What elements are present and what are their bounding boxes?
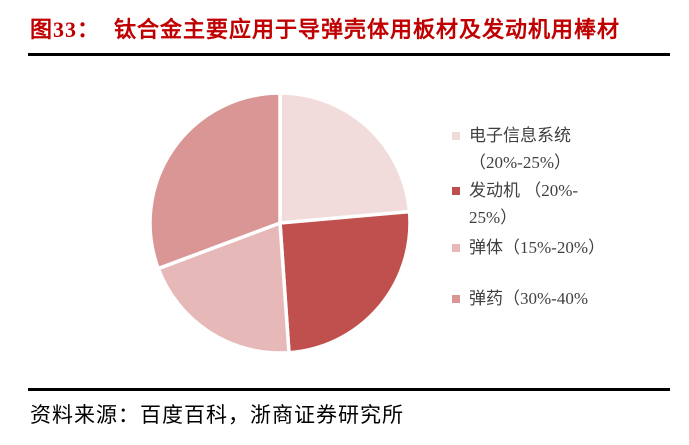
legend-label-electronics: 电子信息系统 （20%-25%） <box>469 126 571 172</box>
legend-marker-missile-body-icon <box>452 244 460 252</box>
source-divider-line <box>28 388 670 391</box>
figure-number-label: 图33： <box>30 17 101 42</box>
legend-item-engine: 发动机 （20%- 25%） <box>452 177 578 231</box>
legend-label-engine: 发动机 （20%- 25%） <box>469 181 579 227</box>
figure-title-text: 钛合金主要应用于导弹壳体用板材及发动机用棒材 <box>114 17 621 42</box>
pie-slice-电子信息系统 <box>278 91 412 225</box>
pie-chart <box>148 91 412 355</box>
legend-marker-electronics-icon <box>452 132 460 140</box>
pie-slice-弹药 <box>148 91 282 271</box>
legend-label-ammunition: 弹药（30%-40% <box>469 289 588 308</box>
legend-label-missile-body: 弹体（15%-20%） <box>469 238 605 257</box>
legend-item-electronics: 电子信息系统 （20%-25%） <box>452 122 571 176</box>
figure-title: 图33： 钛合金主要应用于导弹壳体用板材及发动机用棒材 <box>30 12 620 44</box>
legend-marker-ammunition-icon <box>452 295 460 303</box>
source-note: 资料来源：百度百科，浙商证券研究所 <box>30 403 404 427</box>
pie-slice-弹体 <box>155 220 291 355</box>
legend-marker-engine-icon <box>452 187 460 195</box>
pie-slice-发动机 <box>278 209 412 355</box>
legend-item-missile-body: 弹体（15%-20%） <box>452 234 605 261</box>
legend-item-ammunition: 弹药（30%-40% <box>452 285 588 312</box>
title-divider-line <box>28 53 670 56</box>
